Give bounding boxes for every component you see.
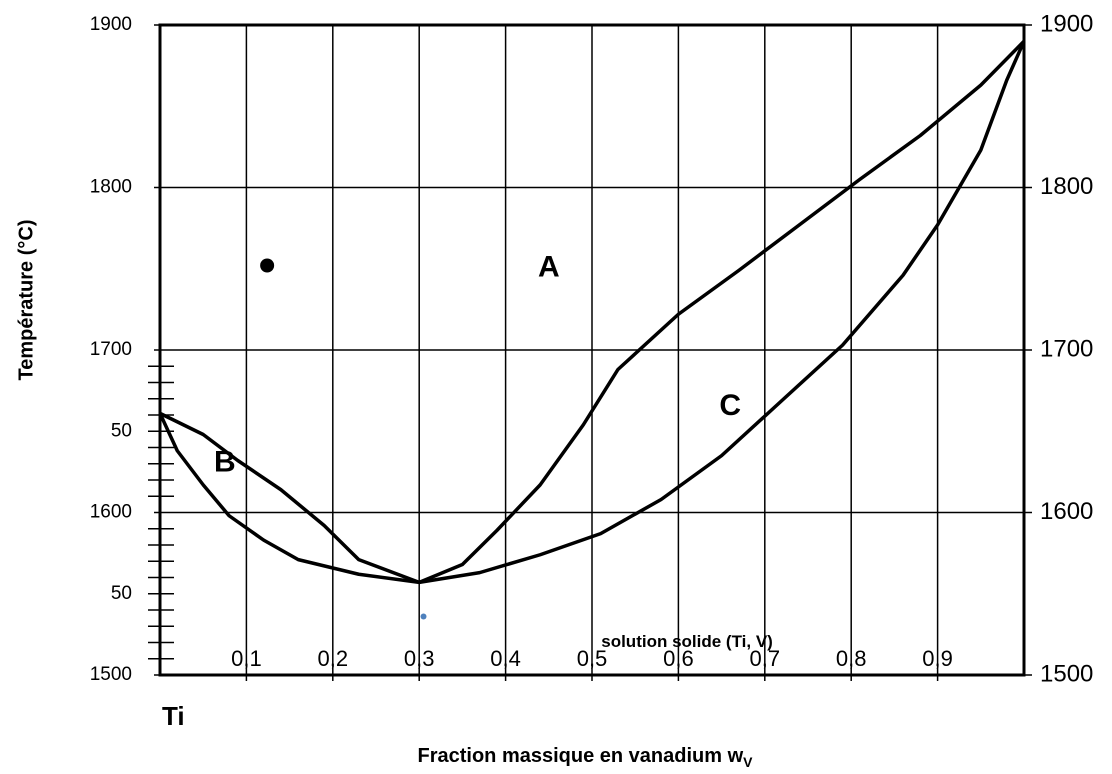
point bbox=[420, 613, 427, 620]
x-tick-label: 0,9 bbox=[922, 646, 953, 671]
x-tick-label: 0,3 bbox=[404, 646, 435, 671]
y-tick-label: 1900 bbox=[90, 14, 132, 35]
y-tick-label: 1800 bbox=[90, 177, 132, 198]
x-axis-label: Fraction massique en vanadium wV bbox=[418, 745, 754, 769]
phase-curve bbox=[158, 40, 1026, 585]
y2-tick-label: 1500 bbox=[1040, 660, 1093, 687]
annotation: C bbox=[719, 389, 741, 422]
annotation: B bbox=[214, 446, 236, 479]
annotation: solution solide (Ti, V) bbox=[601, 632, 773, 651]
phase-curve bbox=[159, 40, 1026, 585]
y2-tick-label: 1600 bbox=[1040, 498, 1093, 525]
x-tick-label: 0,8 bbox=[836, 646, 867, 671]
y2-tick-label: 1700 bbox=[1040, 335, 1093, 362]
y-axis-label: Température (°C) bbox=[15, 220, 37, 381]
y-tick-label: 1700 bbox=[90, 339, 132, 360]
x-tick-label: 0,4 bbox=[490, 646, 521, 671]
x-tick-label: 0,6 bbox=[663, 646, 694, 671]
x-tick-label: 0,7 bbox=[750, 646, 781, 671]
x-tick-label: 0,1 bbox=[231, 646, 262, 671]
x-axis-label-sub: V bbox=[743, 754, 753, 770]
x-axis-label-main: Fraction massique en vanadium w bbox=[418, 745, 744, 767]
y-tick-label: 1600 bbox=[90, 502, 132, 523]
origin-label: Ti bbox=[162, 701, 185, 731]
y2-tick-label: 1900 bbox=[1040, 10, 1093, 37]
point bbox=[260, 258, 275, 273]
y2-tick-label: 1800 bbox=[1040, 173, 1093, 200]
y-tick-label: 50 bbox=[111, 420, 132, 441]
x-tick-label: 0,2 bbox=[318, 646, 349, 671]
y-tick-label: 50 bbox=[111, 583, 132, 604]
x-tick-label: 0,5 bbox=[577, 646, 608, 671]
annotation: A bbox=[538, 251, 560, 284]
y-tick-label: 1500 bbox=[90, 664, 132, 685]
